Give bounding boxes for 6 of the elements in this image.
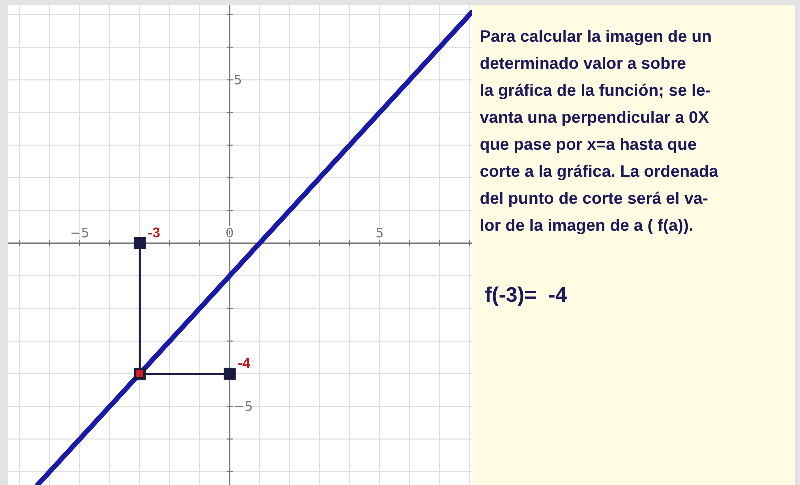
x-tick-label: 5 [376, 226, 384, 242]
x-tick-label: −5 [70, 226, 90, 242]
text: f(-3)= -4 [485, 284, 568, 307]
annotation: -3 [148, 224, 161, 240]
annotation: -4 [238, 354, 251, 371]
text: Para calcular la imagen de un determinado valor a sobre la gráfica de la función; se le- vanta una perpendicular a 0X que pase por x=a hasta que corte a la gráfica. La ordenada del punto de corte será el va- lor de la imagen de a ( f(a)). [480, 28, 720, 235]
